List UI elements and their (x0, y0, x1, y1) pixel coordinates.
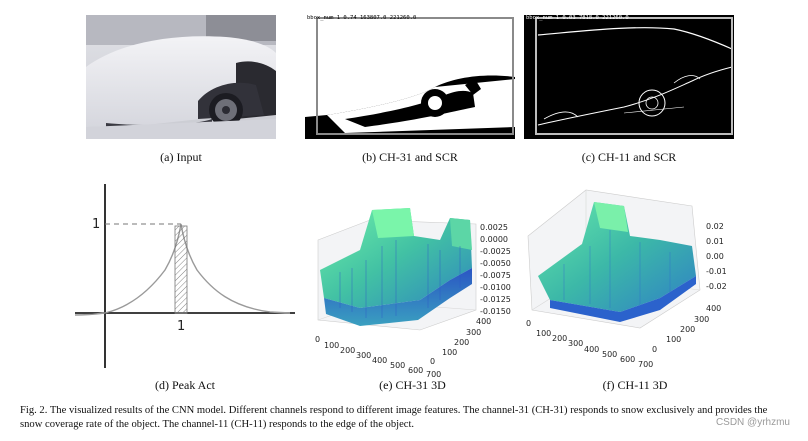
panel-a-input (86, 15, 276, 139)
x-ticks-f: 0 100 200 300 400 500 600 700 (526, 319, 653, 369)
svg-text:400: 400 (372, 356, 387, 365)
panel-b-ch31-scr: bbox_num 1 0.74 163807.0 221260.0 (305, 15, 515, 139)
x-tick-label: 1 (177, 319, 185, 334)
svg-text:200: 200 (552, 334, 567, 343)
svg-text:200: 200 (680, 325, 695, 334)
svg-text:500: 500 (602, 350, 617, 359)
svg-text:0.0025: 0.0025 (480, 223, 508, 232)
ch11-3d-surface: 0.02 0.01 0.00 -0.01 -0.02 0 100 200 300… (526, 189, 727, 369)
svg-text:100: 100 (666, 335, 681, 344)
svg-text:-0.0025: -0.0025 (480, 247, 511, 256)
svg-text:500: 500 (390, 361, 405, 370)
svg-text:0: 0 (315, 335, 320, 344)
caption-d: (d) Peak Act (155, 378, 215, 392)
ch11-edge-map (524, 15, 734, 139)
svg-text:0.02: 0.02 (706, 222, 724, 231)
peak-act-plot: 1 1 (74, 184, 295, 368)
svg-text:-0.0075: -0.0075 (480, 271, 511, 280)
svg-text:-0.0050: -0.0050 (480, 259, 511, 268)
svg-text:-0.0100: -0.0100 (480, 283, 511, 292)
svg-text:0: 0 (652, 345, 657, 354)
svg-text:400: 400 (584, 345, 599, 354)
svg-text:100: 100 (536, 329, 551, 338)
svg-text:0.01: 0.01 (706, 237, 724, 246)
y-ticks-e: 0 100 200 300 400 (430, 317, 491, 366)
caption-b: (b) CH-31 and SCR (362, 150, 458, 164)
caption-c: (c) CH-11 and SCR (581, 150, 677, 164)
figure-caption: Fig. 2. The visualized results of the CN… (20, 405, 768, 430)
svg-text:400: 400 (706, 304, 721, 313)
panel-d-peak-act: 1 1 (70, 182, 300, 372)
svg-text:100: 100 (442, 348, 457, 357)
svg-text:300: 300 (694, 315, 709, 324)
svg-text:300: 300 (356, 351, 371, 360)
hatched-region (174, 225, 188, 314)
svg-text:200: 200 (340, 346, 355, 355)
svg-text:600: 600 (408, 366, 423, 375)
caption-f: (f) CH-11 3D (602, 378, 668, 392)
ch31-binary-map (305, 15, 515, 139)
x-ticks-e: 0 100 200 300 400 500 600 700 (315, 335, 441, 379)
panel-e-ch31-3d: 0.0025 0.0000 -0.0025 -0.0050 -0.0075 -0… (300, 180, 525, 379)
svg-text:200: 200 (454, 338, 469, 347)
svg-text:0: 0 (526, 319, 531, 328)
z-ticks-e: 0.0025 0.0000 -0.0025 -0.0050 -0.0075 -0… (480, 223, 511, 316)
svg-text:-0.0125: -0.0125 (480, 295, 511, 304)
caption-e: (e) CH-31 3D (379, 378, 446, 392)
y-tick-label: 1 (92, 217, 100, 232)
caption-a: (a) Input (160, 150, 202, 164)
svg-text:700: 700 (638, 360, 653, 369)
svg-text:600: 600 (620, 355, 635, 364)
svg-text:400: 400 (476, 317, 491, 326)
svg-text:-0.02: -0.02 (706, 282, 727, 291)
svg-text:0.00: 0.00 (706, 252, 724, 261)
svg-text:300: 300 (568, 339, 583, 348)
panel-f-ch11-3d: 0.02 0.01 0.00 -0.01 -0.02 0 100 200 300… (520, 180, 750, 378)
bbox-label-c: bbox_num 1 0.03 7818.0 221260.0 (526, 15, 629, 21)
y-ticks-f: 0 100 200 300 400 (652, 304, 721, 354)
csdn-watermark: CSDN @yrhzmu (715, 417, 790, 428)
z-ticks-f: 0.02 0.01 0.00 -0.01 -0.02 (706, 222, 727, 291)
svg-text:300: 300 (466, 328, 481, 337)
svg-text:-0.0150: -0.0150 (480, 307, 511, 316)
svg-text:700: 700 (426, 370, 441, 378)
input-photo (86, 15, 276, 139)
ch31-3d-surface: 0.0025 0.0000 -0.0025 -0.0050 -0.0075 -0… (315, 208, 511, 379)
svg-text:0.0000: 0.0000 (480, 235, 508, 244)
bbox-label-b: bbox_num 1 0.74 163807.0 221260.0 (307, 15, 417, 21)
panel-c-ch11-scr: bbox_num 1 0.03 7818.0 221260.0 (524, 15, 734, 139)
peak-curve (104, 223, 291, 314)
svg-text:-0.01: -0.01 (706, 267, 727, 276)
svg-text:100: 100 (324, 341, 339, 350)
svg-text:0: 0 (430, 357, 435, 366)
